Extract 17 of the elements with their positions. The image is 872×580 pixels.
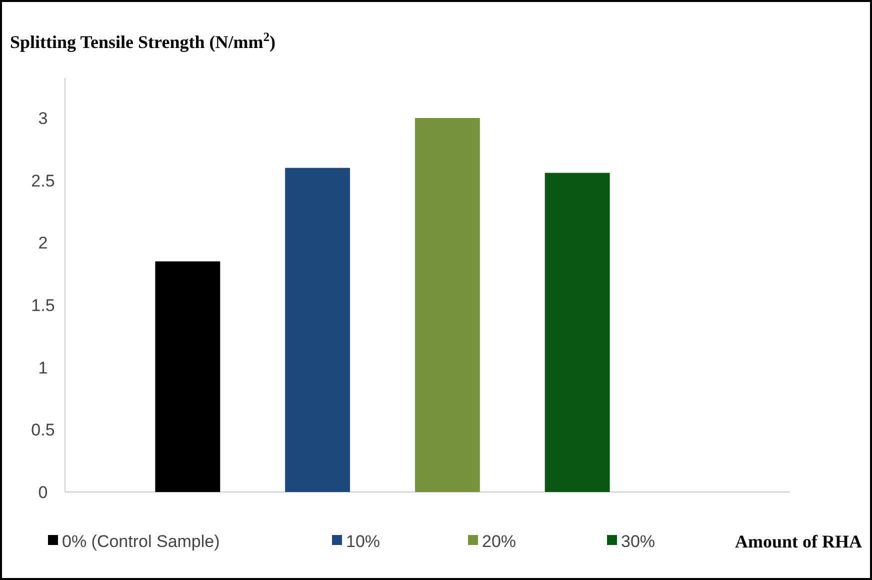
legend-label: 20% (482, 532, 516, 551)
y-tick-label: 3 (38, 108, 48, 128)
y-tick-label: 2.5 (31, 171, 55, 190)
y-axis-title: Splitting Tensile Strength (N/mm$^{2}$) (10, 30, 276, 52)
bar (155, 261, 220, 492)
legend-label: 10% (346, 532, 380, 551)
legend-label: 30% (621, 532, 656, 551)
y-tick-label: 0.5 (31, 420, 55, 440)
x-axis-title: Amount of RHA (734, 531, 862, 552)
y-tick-label: 2 (38, 234, 48, 253)
y-tick-label: 1 (38, 358, 48, 378)
bar (414, 118, 480, 492)
bar (285, 168, 350, 492)
bar (544, 172, 610, 492)
y-tick-label: 1.5 (31, 296, 55, 315)
legend-label: 0% (Control Sample) (62, 532, 220, 551)
y-tick-label: 0 (38, 482, 48, 502)
